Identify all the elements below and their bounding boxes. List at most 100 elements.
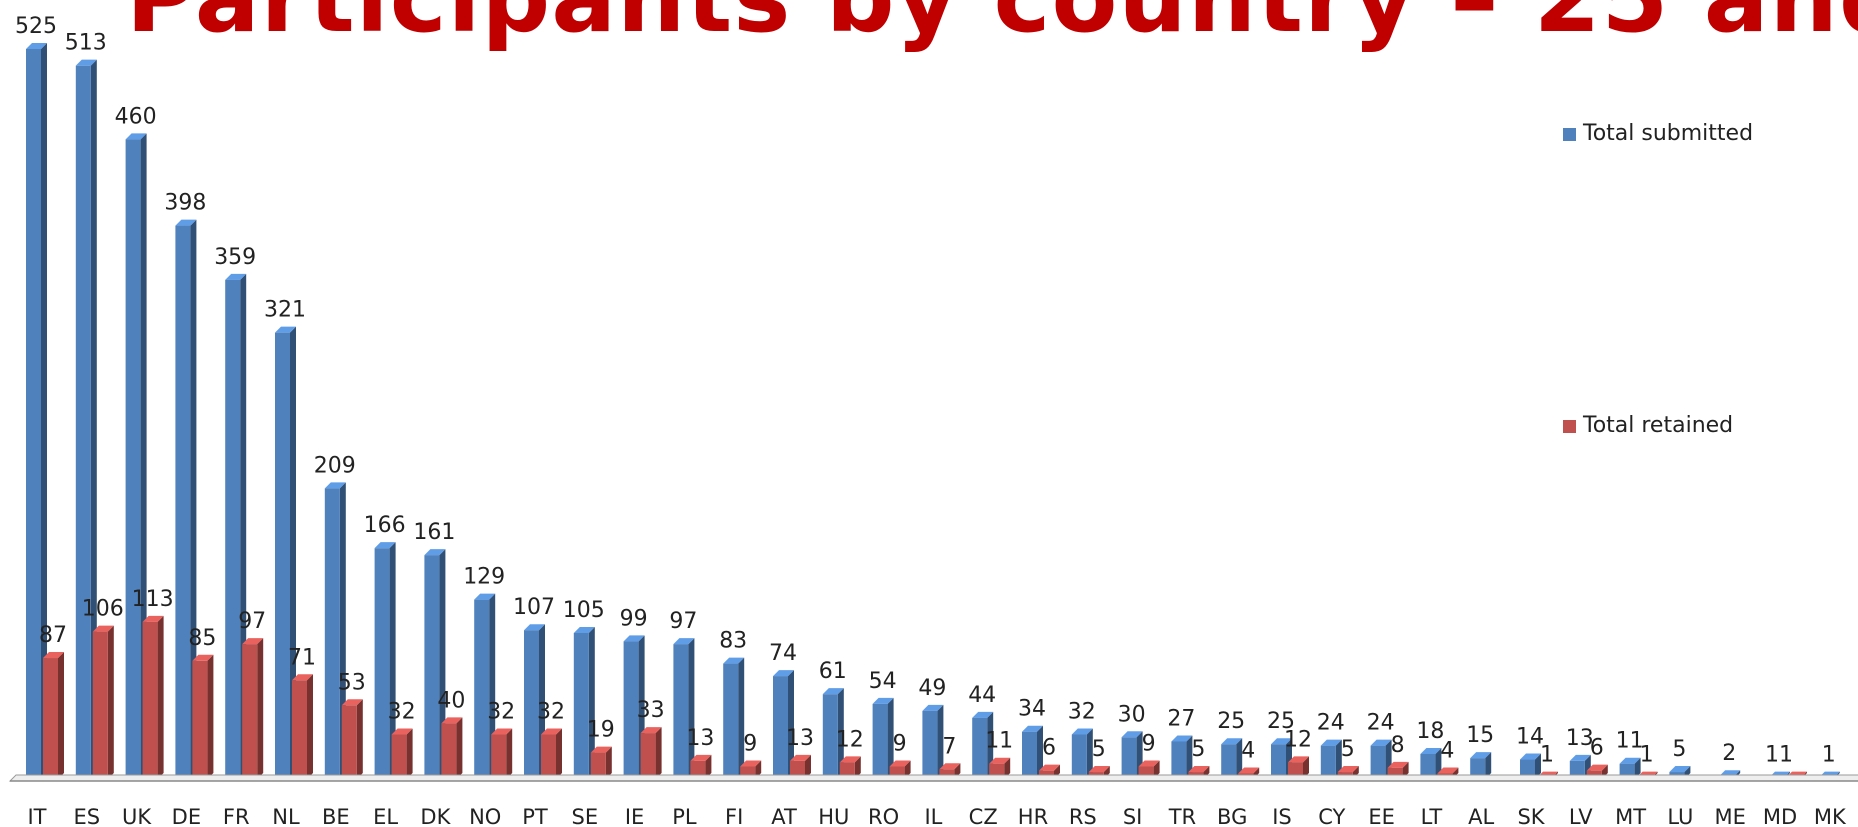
bar-submitted-de — [175, 219, 197, 780]
bar-retained-uk — [142, 615, 164, 779]
bar-retained-si — [1138, 760, 1160, 779]
x-tick-label-bg: BG — [1217, 805, 1247, 827]
value-label-retained-el: 32 — [388, 700, 416, 725]
value-labels-layer: 5258751310646011339885359973217120953166… — [15, 14, 1836, 768]
value-label-retained-lv: 6 — [1590, 736, 1604, 761]
x-tick-label-fi: FI — [725, 805, 743, 827]
value-label-retained-lt: 4 — [1440, 738, 1454, 763]
legend-label: Total retained — [1582, 413, 1733, 438]
value-label-submitted-cy: 24 — [1317, 711, 1345, 736]
value-label-retained-at: 13 — [786, 726, 814, 751]
axis-floor — [8, 774, 1858, 782]
value-label-retained-is: 12 — [1284, 727, 1312, 752]
bar-submitted-hu — [822, 688, 844, 779]
bar-submitted-bg — [1221, 738, 1243, 779]
bar-retained-cz — [989, 757, 1011, 779]
x-tick-label-uk: UK — [122, 805, 152, 827]
x-tick-label-nl: NL — [272, 805, 300, 827]
bar-retained-se — [590, 746, 612, 779]
bar-submitted-rs — [1071, 728, 1093, 779]
bar-submitted-il — [922, 704, 944, 779]
value-label-submitted-dk: 161 — [413, 520, 455, 545]
chart-title-clip: Participants by country – 25 and >5 — [0, 0, 1858, 52]
value-label-retained-pt: 32 — [537, 700, 565, 725]
value-label-submitted-no: 129 — [463, 565, 505, 590]
bar-retained-es — [92, 625, 114, 779]
value-label-retained-si: 9 — [1142, 731, 1156, 756]
x-tick-label-no: NO — [469, 805, 501, 827]
x-tick-label-lv: LV — [1569, 805, 1593, 827]
value-label-retained-de: 85 — [188, 626, 216, 651]
legend-item-retained: Total retained — [1563, 413, 1733, 438]
bar-retained-pt — [541, 728, 562, 779]
bar-submitted-lt — [1420, 747, 1442, 779]
value-label-submitted-il: 49 — [918, 676, 946, 701]
value-label-submitted-pl: 97 — [669, 609, 697, 634]
value-label-retained-ie: 33 — [637, 698, 665, 723]
bar-submitted-tr — [1171, 735, 1193, 779]
x-tick-label-be: BE — [322, 805, 350, 827]
value-label-retained-il: 7 — [942, 734, 956, 759]
bar-retained-it — [43, 652, 64, 779]
x-tick-label-rs: RS — [1069, 805, 1097, 827]
value-label-submitted-bg: 25 — [1217, 709, 1245, 734]
value-label-submitted-mt: 11 — [1616, 729, 1644, 754]
bar-retained-fr — [242, 638, 264, 779]
value-label-retained-bg: 4 — [1241, 738, 1255, 763]
x-tick-label-il: IL — [924, 805, 942, 827]
bar-retained-pl — [690, 754, 712, 779]
legend-item-submitted: Total submitted — [1563, 121, 1753, 146]
value-label-submitted-el: 166 — [364, 513, 406, 538]
bar-retained-nl — [292, 674, 313, 779]
value-label-retained-ro: 9 — [893, 731, 907, 756]
value-label-submitted-fr: 359 — [214, 245, 256, 270]
bar-submitted-it — [26, 43, 47, 779]
bar-submitted-ro — [872, 697, 894, 779]
bar-submitted-nl — [275, 326, 296, 779]
value-label-retained-se: 19 — [587, 718, 615, 743]
x-tick-label-ie: IE — [625, 805, 644, 827]
value-label-submitted-hu: 61 — [819, 659, 847, 684]
bar-submitted-se — [573, 627, 595, 779]
bars-layer — [26, 43, 1840, 780]
bar-retained-dk — [441, 717, 463, 779]
x-tick-label-cz: CZ — [969, 805, 998, 827]
x-tick-label-at: AT — [771, 805, 797, 827]
bar-retained-de — [192, 654, 214, 779]
x-tick-label-ee: EE — [1368, 805, 1395, 827]
x-tick-label-es: ES — [73, 805, 100, 827]
x-tick-label-cy: CY — [1318, 805, 1345, 827]
bar-retained-ie — [640, 727, 662, 779]
value-label-retained-hu: 12 — [836, 727, 864, 752]
bar-submitted-fi — [723, 657, 745, 779]
bar-submitted-el — [374, 542, 396, 779]
bar-submitted-sk — [1520, 753, 1541, 779]
x-tick-label-se: SE — [571, 805, 598, 827]
bar-submitted-hr — [1022, 725, 1043, 779]
x-tick-label-al: AL — [1468, 805, 1494, 827]
x-tick-label-mt: MT — [1615, 805, 1646, 827]
x-tick-label-hu: HU — [818, 805, 849, 827]
value-label-retained-pl: 13 — [686, 726, 714, 751]
x-tick-label-tr: TR — [1168, 805, 1196, 827]
value-label-submitted-uk: 460 — [115, 104, 157, 129]
x-tick-label-el: EL — [373, 805, 398, 827]
value-label-submitted-lt: 18 — [1416, 719, 1444, 744]
value-label-retained-sk: 1 — [1540, 743, 1554, 768]
value-label-submitted-ee: 24 — [1367, 711, 1395, 736]
x-tick-label-de: DE — [172, 805, 201, 827]
value-label-submitted-al: 15 — [1466, 723, 1494, 748]
value-label-retained-no: 32 — [487, 700, 515, 725]
bar-submitted-pl — [673, 638, 695, 779]
bar-retained-no — [491, 728, 513, 779]
x-tick-label-fr: FR — [223, 805, 250, 827]
value-label-submitted-be: 209 — [314, 453, 356, 478]
value-label-submitted-tr: 27 — [1167, 706, 1195, 731]
value-label-submitted-si: 30 — [1118, 702, 1146, 727]
value-label-retained-hr: 6 — [1042, 736, 1056, 761]
x-tick-label-ro: RO — [868, 805, 899, 827]
value-label-submitted-lv: 13 — [1566, 726, 1594, 751]
value-label-submitted-rs: 32 — [1068, 700, 1096, 725]
value-label-retained-uk: 113 — [132, 587, 174, 612]
